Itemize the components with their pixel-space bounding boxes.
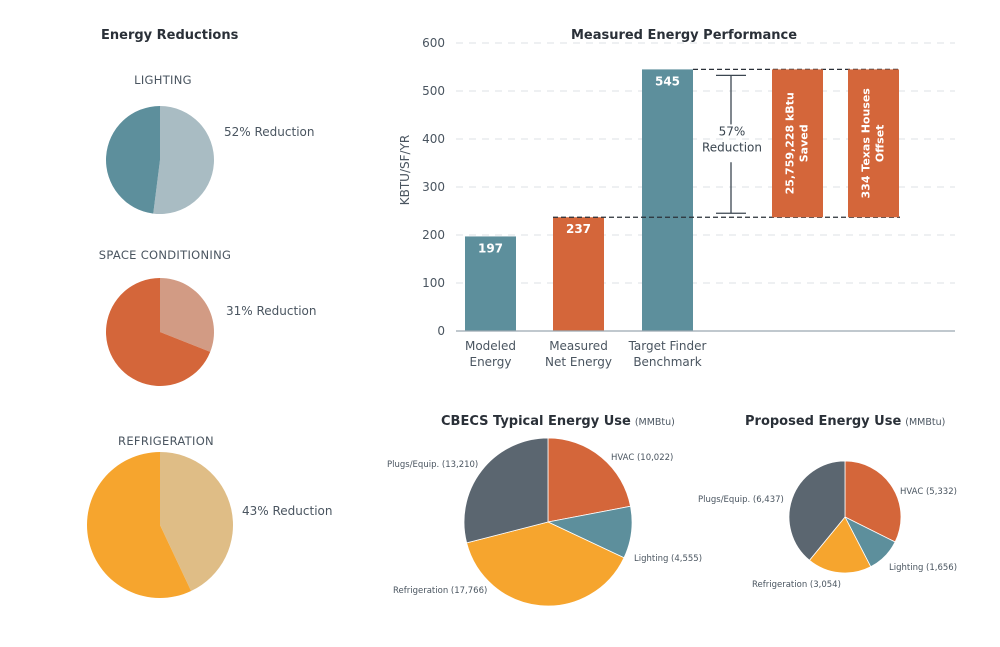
remaining-slice [87, 452, 192, 598]
pie-slice [808, 516, 872, 574]
bar [553, 217, 604, 331]
pie-slice [547, 437, 631, 523]
y-tick-label: 300 [422, 180, 445, 194]
callout-text: Offset [874, 125, 887, 163]
lighting-label: LIGHTING [134, 73, 192, 87]
bar [642, 69, 693, 332]
y-tick-label: 0 [437, 324, 445, 338]
y-axis-label: KBTU/SF/YR [398, 135, 412, 206]
pie-slice [466, 521, 625, 607]
y-tick-label: 600 [422, 36, 445, 50]
proposed-pie: HVAC (5,332) Lighting (1,656) Refrigeratio… [698, 460, 957, 590]
annotations: 57% Reduction 25,759,228 kBtu Saved 334 Texa… [553, 68, 900, 218]
cbecs-pie-chart: CBECS Typical Energy Use (MMBtu) HVAC (10… [387, 414, 702, 607]
cbecs-title: CBECS Typical Energy Use (MMBtu) [441, 414, 675, 429]
category-label: Modeled [465, 339, 516, 353]
space-conditioning-reduction-pie [106, 278, 214, 386]
bar [465, 236, 516, 331]
proposed-unit: (MMBtu) [905, 417, 945, 428]
y-tick-label: 200 [422, 228, 445, 242]
cbecs-title-text: CBECS Typical Energy Use [441, 414, 631, 429]
bar-value-label: 545 [655, 74, 680, 88]
energy-reductions-title: Energy Reductions [101, 28, 239, 43]
space-conditioning-label: SPACE CONDITIONING [99, 248, 231, 262]
callout-box [772, 69, 823, 218]
space-conditioning-reduction-text: 31% Reduction [226, 304, 316, 318]
bars: 197 237 545 [465, 69, 693, 332]
proposed-pie-chart: Proposed Energy Use (MMBtu) HVAC (5,332) L… [698, 414, 957, 590]
cbecs-unit: (MMBtu) [635, 417, 675, 428]
y-tick-label: 500 [422, 84, 445, 98]
remaining-slice [105, 106, 160, 214]
pie-slice-label: Refrigeration (17,766) [393, 586, 487, 596]
pie-slice-label: Refrigeration (3,054) [752, 580, 841, 590]
category-label: Measured [549, 339, 608, 353]
pie-slice [844, 460, 902, 543]
reduction-slice [160, 452, 234, 592]
energy-reductions-panel: Energy Reductions LIGHTING 52% Reduction… [87, 28, 332, 598]
callout-text: 334 Texas Houses [860, 88, 873, 199]
callout-box [848, 69, 899, 218]
pie-slice-label: HVAC (10,022) [611, 453, 673, 463]
proposed-title: Proposed Energy Use (MMBtu) [745, 414, 945, 429]
x-axis-categories: Modeled Energy Measured Net Energy Target Fi… [465, 339, 707, 369]
refrigeration-reduction-text: 43% Reduction [242, 504, 332, 518]
reduction-percent: 57% [719, 124, 746, 138]
pie-slice [788, 460, 846, 561]
reduction-slice [160, 278, 214, 352]
category-label: Energy [469, 355, 511, 369]
lighting-reduction-pie [105, 106, 214, 214]
refrigeration-reduction-pie [87, 452, 234, 598]
pie-slice-label: Plugs/Equip. (13,210) [387, 460, 478, 470]
bar-chart-title: Measured Energy Performance [571, 28, 797, 43]
pie-slice-label: Lighting (1,656) [889, 563, 957, 573]
y-tick-label: 400 [422, 132, 445, 146]
y-axis-ticks: 0 100 200 300 400 500 600 [422, 36, 445, 338]
category-label: Target Finder [628, 339, 707, 353]
cbecs-pie: HVAC (10,022) Lighting (4,555) Refrigerati… [387, 437, 702, 607]
pie-slice [463, 437, 549, 544]
bar-value-label: 197 [478, 241, 503, 255]
measured-energy-performance-chart: Measured Energy Performance KBTU/SF/YR 0… [398, 28, 955, 369]
lighting-reduction-text: 52% Reduction [224, 125, 314, 139]
refrigeration-label: REFRIGERATION [118, 434, 214, 448]
category-label: Net Energy [545, 355, 612, 369]
reduction-label: Reduction [702, 140, 762, 154]
gridlines [456, 42, 955, 284]
pie-slice-label: HVAC (5,332) [900, 487, 957, 497]
category-label: Benchmark [633, 355, 701, 369]
reduction-slice [153, 106, 214, 214]
bar-value-label: 237 [566, 222, 591, 236]
pie-slice-label: Plugs/Equip. (6,437) [698, 495, 784, 505]
y-tick-label: 100 [422, 276, 445, 290]
callout-text: 25,759,228 kBtu [784, 92, 797, 194]
pie-slice-label: Lighting (4,555) [634, 554, 702, 564]
callout-text: Saved [798, 124, 811, 162]
proposed-title-text: Proposed Energy Use [745, 414, 901, 429]
remaining-slice [106, 278, 211, 386]
